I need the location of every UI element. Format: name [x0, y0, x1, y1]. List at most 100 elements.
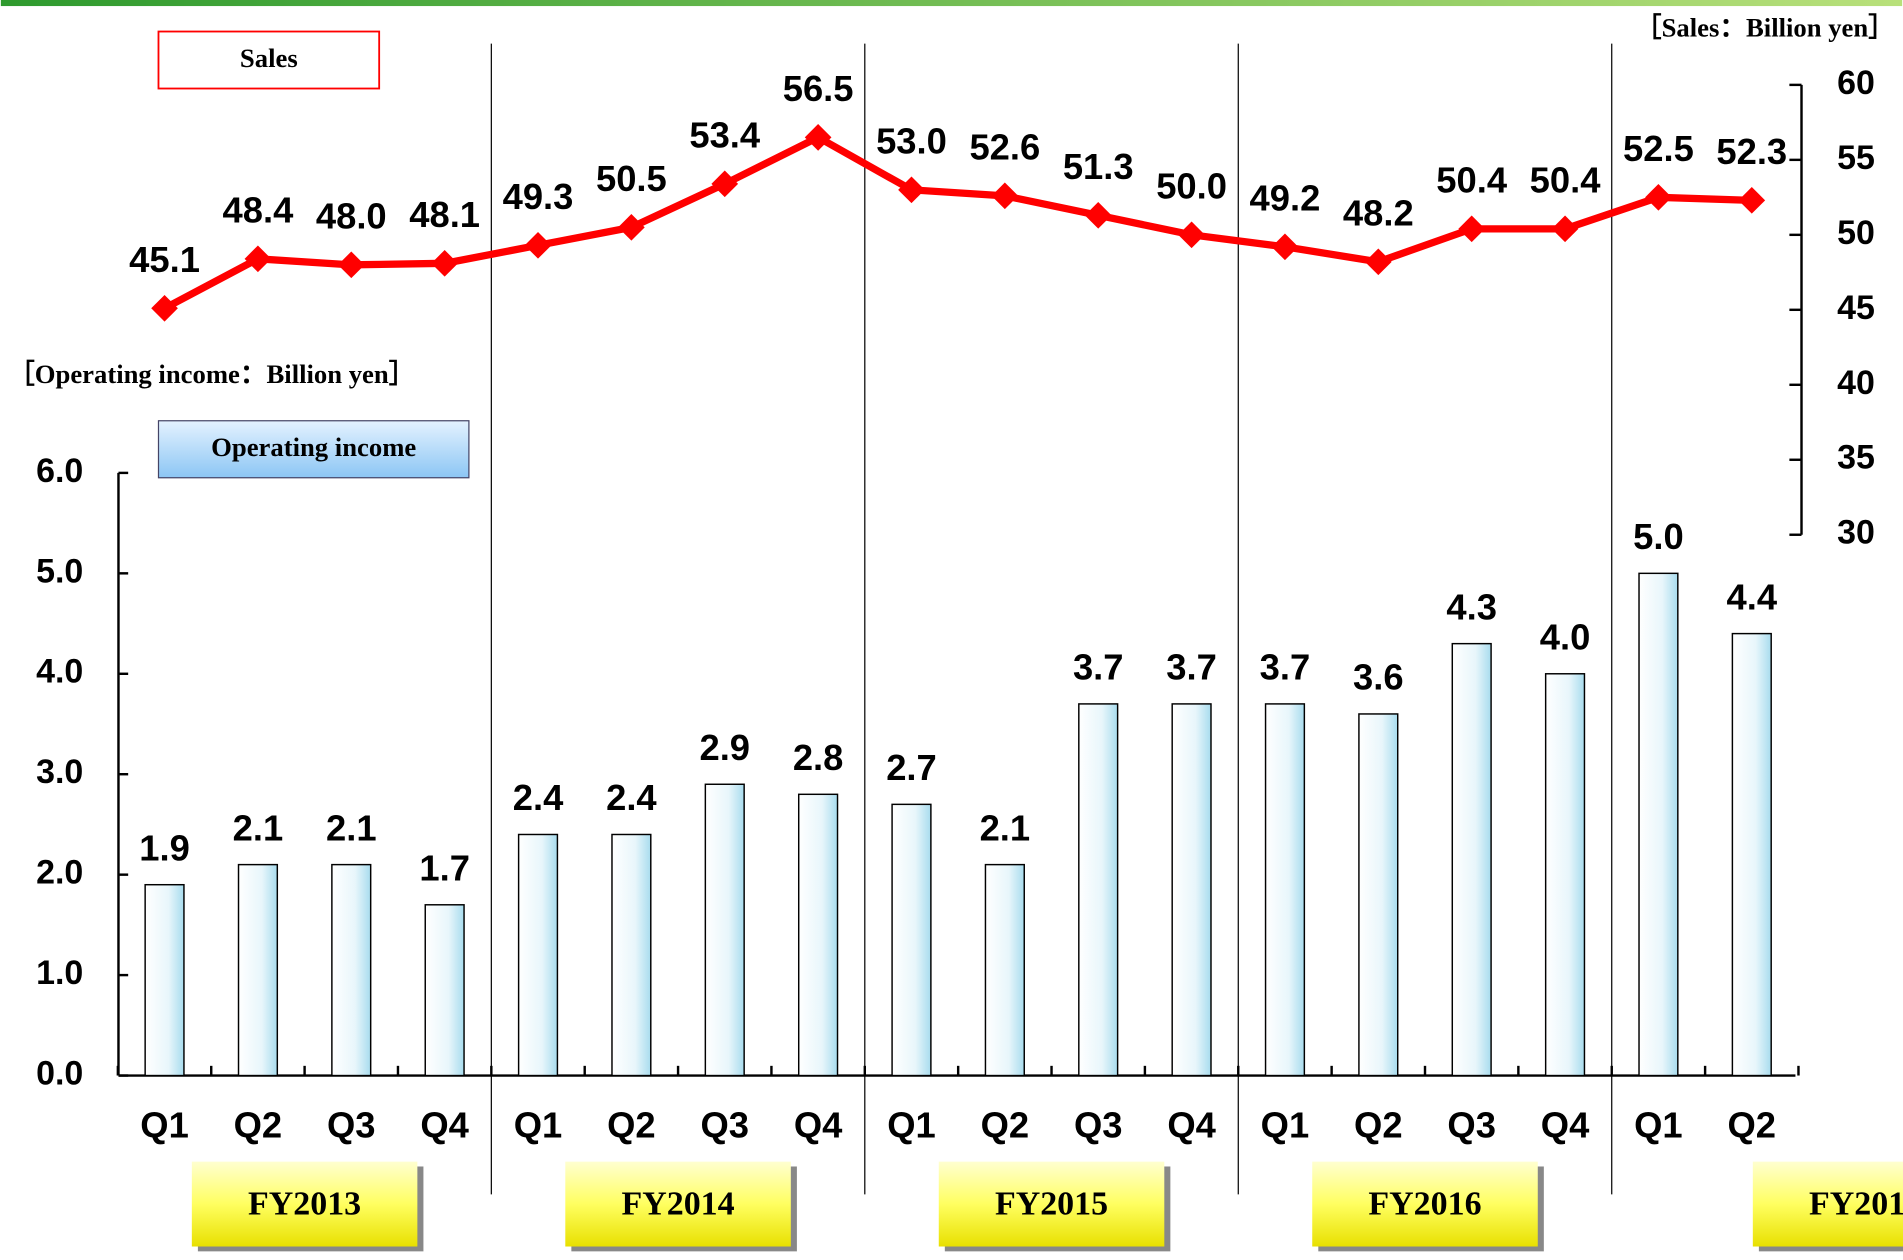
x-tick-label: Q2 [234, 1104, 283, 1145]
y2-tick-label: 55 [1837, 139, 1875, 177]
group-label: FY2016 [1368, 1185, 1481, 1222]
bar-value-label: 2.7 [886, 747, 937, 788]
x-tick-label: Q1 [1634, 1104, 1683, 1145]
group-box [938, 1161, 1165, 1247]
x-tick-label: Q3 [1074, 1104, 1123, 1145]
bar [517, 833, 559, 1077]
line-value-label: 50.4 [1436, 159, 1508, 200]
x-tick-label: Q3 [700, 1104, 749, 1145]
x-tick-label: Q4 [1167, 1104, 1216, 1145]
bar [1078, 703, 1119, 1077]
y-tick-label: 5.0 [36, 552, 83, 590]
x-tick-label: Q2 [607, 1104, 656, 1145]
line-value-label: 49.2 [1250, 177, 1321, 218]
line-value-label: 48.0 [316, 195, 387, 236]
bar-value-label: 2.4 [606, 777, 657, 818]
x-tick-label: Q1 [514, 1104, 563, 1145]
bar-value-label: 1.7 [419, 847, 470, 888]
bar [891, 803, 932, 1077]
line-value-label: 51.3 [1063, 146, 1134, 187]
bar-value-label: 3.6 [1353, 657, 1404, 698]
y2-tick-label: 35 [1837, 439, 1875, 477]
bar [331, 863, 372, 1077]
line-value-label: 50.4 [1530, 159, 1602, 200]
line-marker [244, 245, 272, 273]
line-marker [1178, 221, 1205, 249]
line [162, 133, 1752, 312]
y2-tick-label: 50 [1837, 214, 1875, 252]
x-tick-label: Q3 [1447, 1104, 1496, 1145]
line-marker [991, 182, 1019, 210]
bar [611, 833, 652, 1077]
bar-value-label: 2.1 [233, 807, 284, 848]
group-box [565, 1161, 791, 1247]
bar-value-label: 2.1 [326, 807, 377, 848]
y-tick-label: 4.0 [36, 653, 83, 691]
bar-value-label: 4.4 [1727, 576, 1778, 617]
bar-value-label: 2.4 [513, 777, 564, 818]
bar-value-label: 3.7 [1166, 647, 1217, 688]
line-value-label: 52.6 [969, 126, 1040, 167]
bar [237, 863, 279, 1077]
line-value-label: 52.3 [1716, 131, 1787, 172]
legend-box [157, 30, 381, 90]
line-marker [618, 213, 645, 241]
bar [1358, 713, 1399, 1077]
line-value-label: 52.5 [1623, 128, 1694, 169]
line-value-label: 50.5 [596, 158, 667, 199]
x-tick-label: Q4 [1541, 1104, 1590, 1145]
bar [1264, 703, 1306, 1077]
x-tick-label: Q2 [1354, 1104, 1403, 1145]
legend-box [157, 420, 470, 479]
bar-value-label: 3.7 [1260, 647, 1311, 688]
bar [797, 793, 839, 1077]
line-marker [1551, 215, 1579, 243]
bar-value-label: 1.9 [139, 827, 190, 868]
line-value-label: 56.5 [783, 68, 854, 109]
x-tick-label: Q2 [1728, 1104, 1777, 1145]
line-marker [1645, 184, 1672, 211]
x-tick-label: Q1 [1261, 1104, 1310, 1145]
bar [704, 783, 745, 1077]
bar [1638, 572, 1679, 1077]
y-tick-label: 6.0 [36, 452, 83, 490]
group-label: FY2014 [622, 1185, 735, 1222]
legend-label: Operating income [211, 432, 416, 462]
group-label: FY2015 [995, 1185, 1108, 1222]
y-tick-label: 3.0 [36, 753, 83, 791]
bar-value-label: 2.1 [980, 807, 1031, 848]
y2-axis-title: ［Sales：Billion yen］ [1635, 12, 1895, 42]
y2-tick-label: 40 [1837, 364, 1875, 402]
y-tick-label: 1.0 [36, 954, 83, 992]
bar [424, 904, 465, 1077]
line-marker [1738, 187, 1766, 214]
bar [144, 883, 185, 1077]
group-box [1752, 1161, 1903, 1247]
line-marker [898, 176, 925, 204]
line-marker [151, 294, 178, 322]
bar-value-label: 4.3 [1446, 586, 1497, 627]
y-tick-label: 2.0 [36, 854, 83, 892]
bar-value-label: 2.9 [699, 727, 750, 768]
bar [984, 863, 1025, 1077]
line-marker [337, 251, 365, 279]
line-marker [804, 124, 832, 151]
bar [1731, 632, 1772, 1077]
line-marker [524, 231, 552, 259]
line-marker [1271, 233, 1299, 261]
line-value-label: 48.1 [409, 194, 480, 235]
x-tick-label: Q1 [140, 1104, 189, 1145]
line-value-label: 48.4 [223, 189, 295, 230]
line-value-label: 45.1 [129, 239, 200, 280]
y2-tick-label: 45 [1837, 289, 1875, 327]
group-label: FY2013 [248, 1185, 361, 1222]
line-value-label: 53.0 [876, 120, 947, 161]
bar-value-label: 2.8 [793, 737, 844, 778]
line-value-label: 50.0 [1156, 165, 1227, 206]
group-box [191, 1161, 418, 1247]
group-label: FY2017 [1809, 1185, 1903, 1222]
bar [1171, 703, 1212, 1077]
bar-value-label: 4.0 [1540, 616, 1591, 657]
